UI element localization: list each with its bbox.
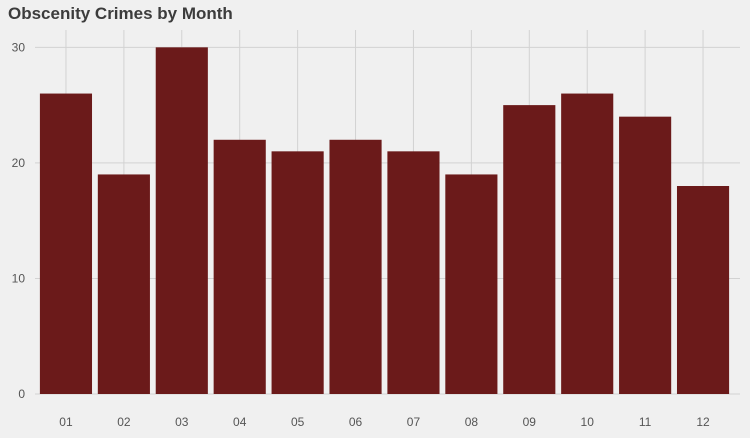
bar-12 bbox=[676, 186, 730, 394]
x-tick-label: 04 bbox=[233, 415, 247, 429]
x-tick-label: 07 bbox=[407, 415, 421, 429]
x-tick-label: 12 bbox=[696, 415, 710, 429]
x-tick-label: 05 bbox=[291, 415, 305, 429]
bar-08 bbox=[445, 174, 498, 394]
bar-04 bbox=[213, 139, 266, 394]
bar-03 bbox=[155, 47, 208, 394]
x-tick-label: 09 bbox=[523, 415, 537, 429]
bar-09 bbox=[503, 105, 556, 394]
y-tick-label: 10 bbox=[12, 271, 26, 285]
chart-title: Obscenity Crimes by Month bbox=[8, 4, 233, 23]
x-tick-label: 11 bbox=[639, 415, 652, 429]
y-axis: 0 10 20 30 bbox=[12, 40, 26, 401]
bar-02 bbox=[97, 174, 150, 394]
y-tick-label: 0 bbox=[18, 387, 25, 401]
bar-05 bbox=[271, 151, 324, 394]
x-tick-label: 06 bbox=[349, 415, 363, 429]
y-tick-label: 20 bbox=[12, 156, 26, 170]
bar-11 bbox=[619, 116, 672, 395]
x-tick-label: 10 bbox=[581, 415, 595, 429]
y-tick-label: 30 bbox=[12, 40, 26, 54]
x-tick-label: 02 bbox=[117, 415, 131, 429]
bars-layer bbox=[39, 47, 730, 395]
bar-07 bbox=[387, 151, 440, 394]
x-tick-label: 08 bbox=[465, 415, 479, 429]
x-axis: 01 02 03 04 05 06 07 08 09 10 11 12 bbox=[59, 415, 710, 429]
bar-06 bbox=[329, 139, 382, 394]
bar-10 bbox=[561, 93, 614, 395]
x-tick-label: 03 bbox=[175, 415, 189, 429]
bar-01 bbox=[39, 93, 93, 395]
x-tick-label: 01 bbox=[59, 415, 73, 429]
